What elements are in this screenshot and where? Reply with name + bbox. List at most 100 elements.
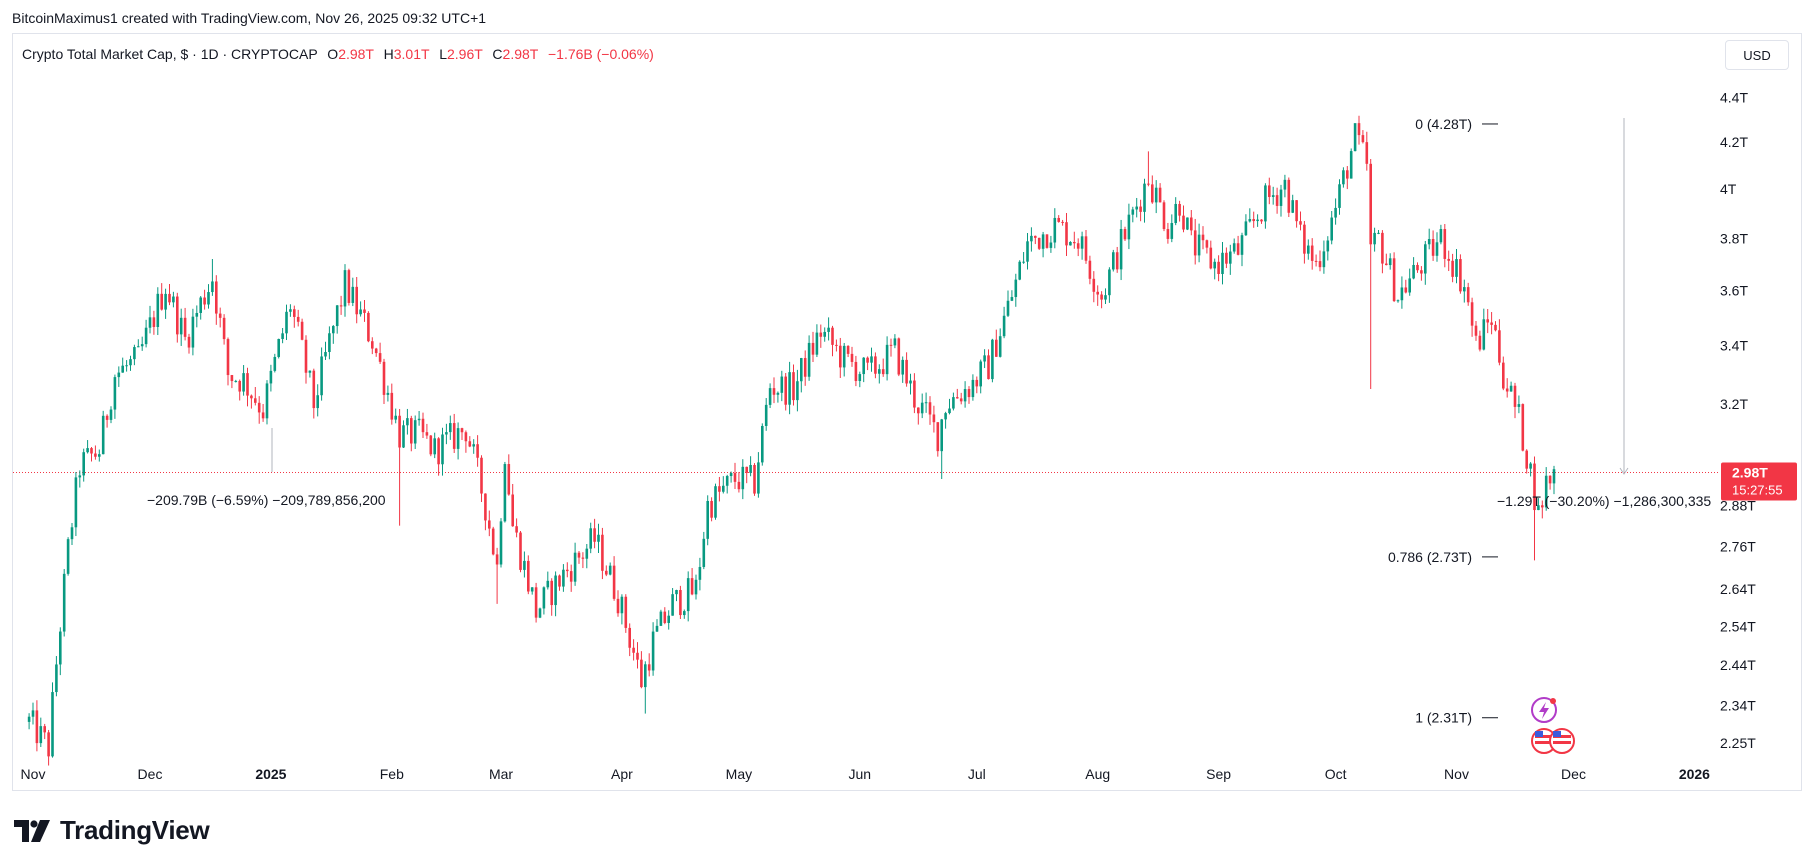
candle: [1193, 218, 1197, 265]
candle: [624, 594, 628, 633]
candle: [866, 356, 869, 371]
candle: [932, 405, 936, 433]
candle: [663, 607, 667, 625]
candle: [1529, 462, 1532, 477]
candle: [1459, 254, 1462, 294]
candle: [640, 651, 643, 689]
candle: [897, 337, 901, 377]
candle: [1299, 211, 1302, 231]
candle: [998, 328, 1002, 358]
tradingview-logo[interactable]: TradingView: [14, 815, 210, 846]
us-economic-event-icon[interactable]: [1531, 728, 1557, 754]
candle: [265, 380, 269, 425]
candle: [1470, 297, 1474, 337]
price-axis[interactable]: 4.4T 4.2T 4T 3.8T 3.6T 3.4T 3.2T 2.88T 2.76T 2.64…: [1720, 89, 1756, 751]
candle: [858, 371, 862, 388]
candle: [398, 408, 401, 526]
tradingview-logo-text: TradingView: [60, 815, 210, 845]
candle: [308, 370, 312, 378]
candle: [686, 571, 690, 622]
candle: [1521, 403, 1525, 452]
candle: [27, 713, 31, 730]
candle: [1049, 235, 1053, 253]
candle: [285, 304, 288, 341]
dividends-event-icon[interactable]: [1531, 697, 1557, 723]
candle: [1455, 249, 1458, 284]
currency-button[interactable]: USD: [1725, 40, 1789, 70]
symbol-legend[interactable]: Crypto Total Market Cap, $ · 1D · CRYPTO…: [22, 46, 654, 62]
event-markers[interactable]: [1531, 697, 1575, 754]
close-value: 2.98T: [502, 46, 539, 62]
candle: [772, 377, 776, 404]
candle: [776, 391, 780, 403]
candle: [714, 483, 717, 520]
candle: [694, 574, 698, 600]
candle: [1197, 223, 1201, 263]
candle: [1061, 219, 1064, 226]
candle: [59, 627, 62, 676]
time-tick-label-0: Nov: [21, 766, 46, 782]
candle: [651, 622, 655, 676]
candle: [710, 497, 713, 522]
price-tick-label-2: 4T: [1720, 181, 1737, 197]
candle: [581, 552, 585, 569]
candle: [1451, 253, 1454, 283]
candle: [468, 436, 472, 448]
candle: [1201, 226, 1205, 250]
candle: [784, 373, 787, 411]
candle: [449, 415, 452, 440]
candle: [429, 434, 433, 457]
us-economic-event-icon-2[interactable]: [1549, 728, 1575, 754]
candle: [1388, 253, 1392, 270]
candle: [1076, 238, 1080, 257]
candle: [1318, 250, 1322, 272]
candle: [394, 408, 397, 424]
candle: [476, 435, 479, 467]
candle: [1435, 232, 1439, 262]
candle: [1045, 234, 1049, 249]
candle: [854, 355, 858, 387]
candle: [1307, 239, 1310, 260]
candle: [1034, 235, 1037, 245]
candle: [74, 472, 78, 537]
price-tick-label-4: 3.6T: [1720, 283, 1748, 299]
candle: [355, 277, 358, 324]
candle: [550, 578, 553, 616]
candle: [1447, 250, 1450, 272]
candle: [293, 305, 296, 328]
candle: [901, 356, 904, 383]
candle: [562, 564, 565, 592]
high-value: 3.01T: [393, 46, 430, 62]
candle: [913, 373, 916, 414]
candle: [909, 373, 912, 395]
annotations: 0 (4.28T) 0.786 (2.73T) 1 (2.31T) −209.79B …: [147, 116, 1711, 726]
candle: [410, 415, 413, 452]
candle: [367, 311, 370, 343]
candle: [737, 471, 741, 493]
time-axis[interactable]: Nov Dec 2025 Feb Mar Apr May Jun Jul Aug Sep Oct Nov…: [21, 766, 1711, 782]
candle: [495, 547, 499, 604]
measure-arrowhead-2: [1619, 467, 1629, 475]
candle: [558, 574, 561, 591]
candle: [1236, 235, 1240, 256]
candle: [281, 328, 284, 344]
candle: [1115, 246, 1119, 273]
candle: [417, 411, 421, 426]
candle: [86, 440, 89, 454]
candle: [745, 466, 748, 484]
candle: [601, 527, 604, 580]
time-tick-label-13: Dec: [1561, 766, 1586, 782]
candle: [566, 562, 569, 578]
measurement-label-2: −1.29T (−30.20%) −1,286,300,335: [1497, 493, 1711, 509]
time-tick-label-12: Nov: [1444, 766, 1469, 782]
price-tick-label-12: 2.34T: [1720, 697, 1756, 713]
candle: [655, 619, 659, 633]
candle: [1494, 321, 1497, 332]
candle: [47, 729, 50, 766]
candle: [764, 398, 768, 431]
candle: [207, 284, 210, 309]
candle: [995, 329, 998, 357]
candle: [1123, 226, 1127, 242]
candle: [706, 495, 709, 546]
